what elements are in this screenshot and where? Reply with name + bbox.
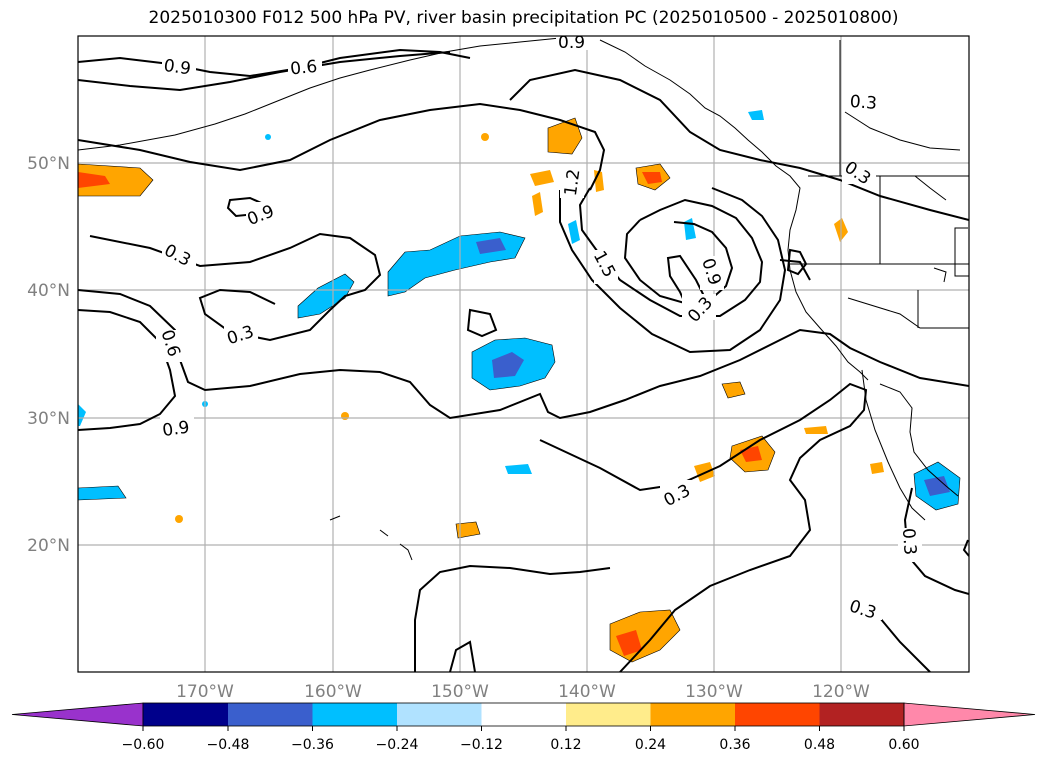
colorbar-tick-label: −0.48 — [207, 737, 250, 753]
lat-label: 20°N — [27, 536, 70, 556]
lon-label: 170°W — [176, 682, 234, 702]
contour-labels: 0.9 0.6 0.9 0.3 0.9 0.3 0.3 0.6 0.9 0.3 … — [156, 33, 922, 624]
colorbar-tick-label: 0.60 — [888, 737, 919, 753]
lat-label: 50°N — [27, 154, 70, 174]
lon-labels: 170°W 160°W 150°W 140°W 130°W 120°W — [176, 682, 870, 702]
contour-label: 0.9 — [161, 418, 191, 442]
colorbar-tick-label: 0.36 — [719, 737, 750, 753]
colorbar-segment — [735, 703, 820, 726]
lon-label: 140°W — [558, 682, 616, 702]
contour-label: 0.3 — [841, 158, 875, 190]
colorbar-tick-label: 0.24 — [635, 737, 666, 753]
contour-label: 0.6 — [289, 57, 318, 80]
contour-label: 0.9 — [162, 56, 192, 80]
colorbar-segment — [228, 703, 313, 726]
colorbar-segment — [819, 703, 904, 726]
colorbar-segment — [312, 703, 397, 726]
contour-label: 0.3 — [898, 527, 920, 555]
colorbar-extend-right — [903, 702, 1036, 727]
contour-label: 0.3 — [849, 92, 877, 114]
colorbar-tick-label: −0.24 — [376, 737, 419, 753]
lon-label: 160°W — [304, 682, 362, 702]
colorbar-tick-label: 0.12 — [550, 737, 581, 753]
colorbar-segment — [566, 703, 651, 726]
colorbar-tick-label: −0.36 — [291, 737, 334, 753]
contour-label: 0.3 — [161, 241, 194, 271]
colorbar-segment — [397, 703, 482, 726]
colorbar-tick-label: −0.60 — [122, 737, 165, 753]
colorbar-extend-left — [11, 702, 144, 727]
graticule — [78, 36, 969, 672]
map-frame — [77, 35, 970, 673]
map-title: 2025010300 F012 500 hPa PV, river basin … — [148, 8, 899, 28]
lat-label: 30°N — [27, 409, 70, 429]
colorbar-tick-label: −0.12 — [460, 737, 503, 753]
colorbar-segment — [481, 703, 566, 726]
pv-contours — [78, 48, 969, 672]
lat-labels: 50°N 40°N 30°N 20°N — [27, 154, 70, 556]
colorbar: −0.60 −0.48 −0.36 −0.24 −0.12 0.12 0.24 … — [11, 702, 1036, 753]
lon-label: 150°W — [431, 682, 489, 702]
colorbar-segment — [143, 703, 228, 726]
contour-label: 1.2 — [561, 168, 585, 198]
contour-label: 0.9 — [558, 33, 585, 53]
colorbar-tick-label: 0.48 — [804, 737, 835, 753]
lon-label: 130°W — [685, 682, 743, 702]
lon-label: 120°W — [812, 682, 870, 702]
lat-label: 40°N — [27, 281, 70, 301]
precip-shading — [78, 110, 961, 663]
colorbar-segment — [650, 703, 735, 726]
coastlines — [78, 37, 969, 561]
